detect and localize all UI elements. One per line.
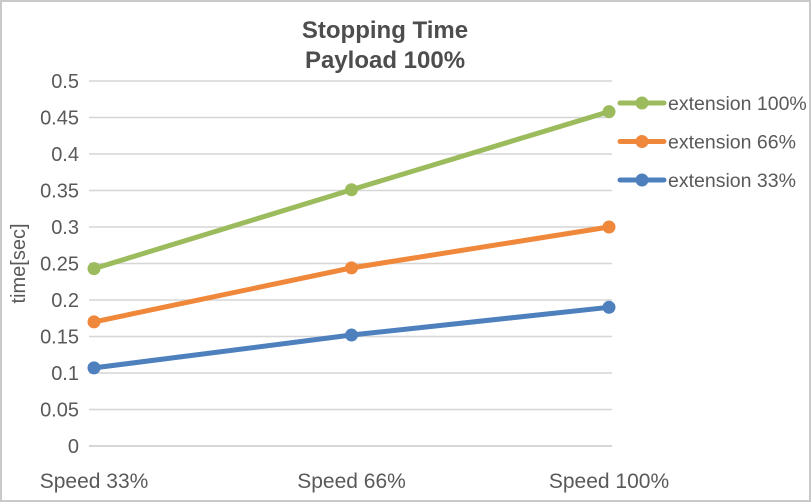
- y-tick-label: 0.15: [40, 327, 79, 349]
- data-point-marker-extension-100: [87, 262, 101, 276]
- legend-marker-extension-66: [635, 135, 649, 148]
- data-point-marker-extension-66: [345, 261, 358, 275]
- y-tick-label: 0.45: [40, 108, 79, 130]
- data-point-marker-extension-33: [87, 361, 101, 375]
- data-point-marker-extension-100: [602, 105, 616, 119]
- chart-title: Stopping Time: [302, 17, 468, 44]
- y-tick-label: 0.3: [51, 217, 79, 239]
- data-point-marker-extension-66: [602, 220, 616, 234]
- y-tick-label: 0.35: [40, 181, 79, 203]
- chart-subtitle: Payload 100%: [305, 47, 465, 74]
- legend-label-extension-100: extension 100%: [668, 93, 807, 115]
- y-tick-label: 0.2: [51, 290, 79, 312]
- x-tick-label: Speed 66%: [297, 470, 406, 493]
- legend-label-extension-33: extension 33%: [668, 170, 796, 192]
- y-tick-label: 0.25: [40, 254, 79, 276]
- y-axis-title: time[sec]: [8, 223, 30, 303]
- legend-label-extension-66: extension 66%: [668, 132, 796, 154]
- data-point-marker-extension-100: [345, 183, 358, 197]
- series-line-extension-66: [91, 224, 612, 325]
- x-tick-label: Speed 100%: [549, 470, 669, 493]
- y-tick-label: 0.4: [51, 144, 79, 166]
- legend-marker-extension-33: [635, 173, 649, 187]
- legend-marker-extension-100: [635, 96, 649, 110]
- data-point-marker-extension-33: [345, 328, 358, 342]
- data-point-marker-extension-33: [602, 300, 616, 314]
- y-tick-label: 0.5: [51, 71, 79, 93]
- data-point-marker-extension-66: [87, 315, 101, 329]
- y-tick-label: 0: [68, 436, 79, 458]
- y-tick-label: 0.05: [40, 400, 79, 422]
- y-tick-label: 0.1: [51, 363, 79, 385]
- x-tick-label: Speed 33%: [40, 470, 149, 493]
